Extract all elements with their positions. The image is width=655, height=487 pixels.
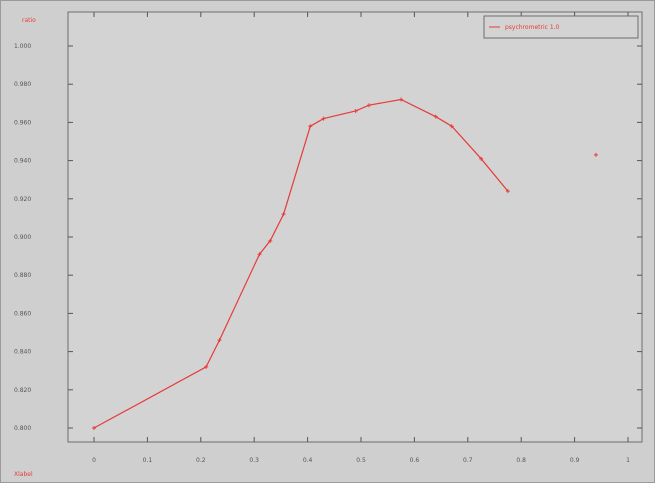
data-point [367,103,372,108]
x-tick-label: 0.4 [303,457,313,464]
x-tick-label: 0.7 [463,457,473,464]
data-point [281,212,286,217]
data-point [505,189,510,194]
x-axis: 0 0.1 0.2 0.3 0.4 0.5 0.6 0.7 0.8 0.9 1 [92,12,630,464]
y-tick-label: 0.820 [14,387,31,394]
data-point [268,238,273,243]
y-tick-label: 0.860 [14,310,31,317]
legend-entry-label: psychrometric 1.0 [505,24,560,31]
x-tick-label: 0.2 [196,457,206,464]
y-tick-label: 0.900 [14,234,31,241]
x-tick-label: 1 [626,457,630,464]
y-axis: 0.800 0.820 0.840 0.860 0.880 0.900 0.920 0.940… [14,43,642,432]
x-tick-label: 0.9 [570,457,580,464]
y-tick-label: 0.960 [14,119,31,126]
x-tick-label: 0.8 [516,457,526,464]
x-axis-label: Xlabel [14,471,33,478]
x-tick-label: 0.1 [143,457,153,464]
y-tick-label: 0.940 [14,158,31,165]
data-point [257,252,262,257]
x-tick-label: 0 [92,457,96,464]
data-point [92,426,96,430]
legend: psychrometric 1.0 [483,15,639,39]
y-tick-label: 0.800 [14,425,31,432]
data-point [321,116,326,121]
outlier-point [593,152,598,157]
y-tick-label: 0.980 [14,81,31,88]
data-point [449,124,454,129]
y-tick-label: 0.920 [14,196,31,203]
data-point [217,338,222,343]
data-point [479,156,484,161]
x-tick-label: 0.3 [249,457,259,464]
y-tick-label: 0.880 [14,272,31,279]
x-tick-label: 0.6 [410,457,420,464]
data-point [308,124,313,129]
y-tick-label: 0.840 [14,349,31,356]
data-point [433,114,438,119]
y-tick-label: 1.000 [14,43,31,50]
legend-box [483,15,639,39]
x-tick-label: 0.5 [356,457,366,464]
data-point [353,108,358,113]
series-layer [92,97,598,430]
data-point [399,97,404,102]
corner-label: ratio [22,17,36,24]
plot-area [67,11,643,443]
data-point [204,364,209,369]
